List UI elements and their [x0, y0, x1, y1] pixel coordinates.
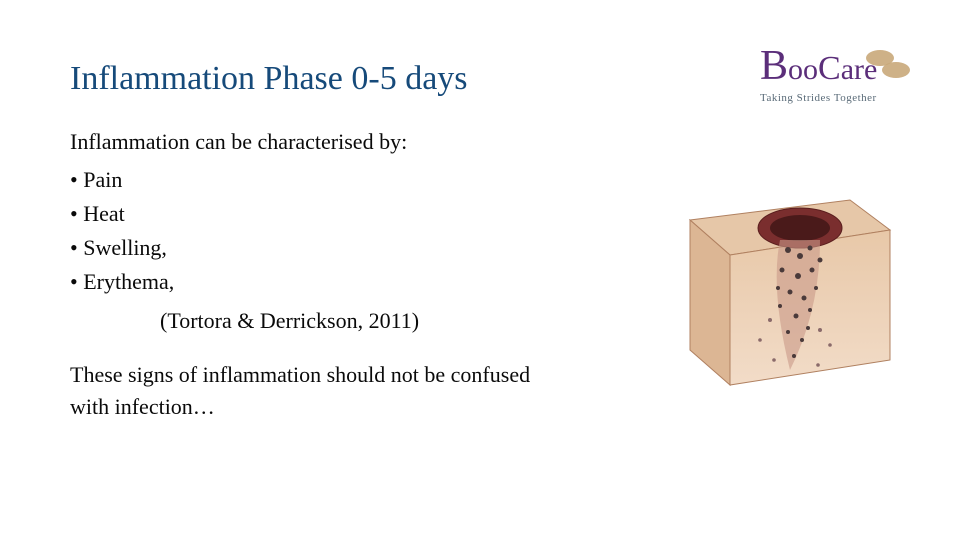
wound-diagram [670, 170, 900, 400]
closing-text: These signs of inflammation should not b… [70, 359, 550, 423]
logo: BooCare Taking Strides Together [750, 36, 920, 126]
logo-wordmark: BooCare [760, 42, 877, 90]
hands-icon [862, 44, 914, 84]
logo-tagline: Taking Strides Together [760, 92, 877, 104]
intro-text: Inflammation can be characterised by: [70, 126, 890, 158]
slide: BooCare Taking Strides Together Inflamma… [0, 0, 960, 540]
